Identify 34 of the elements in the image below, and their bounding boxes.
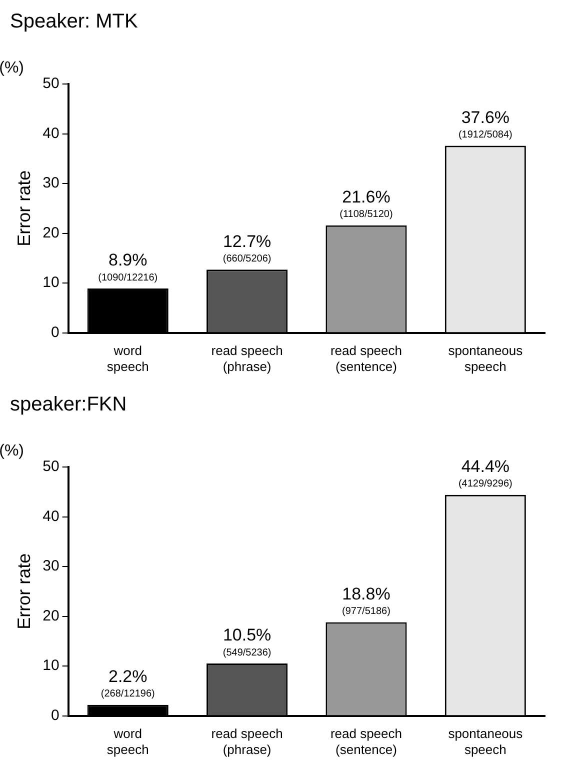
- data-label: 12.7% (660/5206): [222, 232, 272, 264]
- x-tick-label: read speech (phrase): [211, 726, 283, 757]
- data-label: 8.9% (1090/12216): [98, 250, 158, 284]
- data-label: 18.8% (977/5186): [342, 584, 390, 617]
- y-tick-label: 20: [42, 607, 60, 624]
- data-label: 10.5% (549/5236): [222, 626, 272, 658]
- x-tick-label: read speech (phrase): [211, 343, 283, 374]
- y-axis-title: Error rate: [14, 553, 34, 630]
- data-label: 21.6% (1108/5120): [340, 188, 393, 220]
- y-tick-label: 10: [42, 274, 60, 292]
- data-label: 37.6% (1912/5084): [458, 108, 512, 140]
- y-tick-label: 20: [42, 224, 60, 242]
- y-tick-label: 40: [42, 124, 60, 142]
- chart-title: speaker:FKN: [10, 394, 127, 416]
- text: (%): [0, 59, 24, 76]
- y-tick-label: 0: [50, 324, 60, 341]
- y-tick-label: 40: [42, 508, 60, 525]
- y-tick-label: 0: [50, 706, 60, 724]
- text: (%): [0, 442, 24, 460]
- data-label: 2.2% (268/12196): [100, 667, 155, 700]
- y-tick-label: 50: [42, 458, 60, 476]
- x-tick-label: spontaneous speech: [448, 343, 524, 374]
- x-tick-label: word speech: [106, 343, 149, 374]
- x-tick-label: read speech (sentence): [330, 343, 402, 374]
- y-axis-title: Error rate: [14, 170, 34, 246]
- data-label: 44.4% (4129/9296): [458, 457, 512, 490]
- y-tick-label: 50: [42, 75, 60, 92]
- y-tick-label: 30: [42, 558, 60, 575]
- y-tick-label: 10: [42, 657, 60, 674]
- y-tick-label: 30: [42, 174, 60, 192]
- x-tick-label: spontaneous speech: [448, 726, 524, 757]
- chart-title: Speaker: MTK: [10, 10, 138, 33]
- x-tick-label: read speech (sentence): [330, 726, 402, 757]
- x-tick-label: word speech: [106, 726, 149, 757]
